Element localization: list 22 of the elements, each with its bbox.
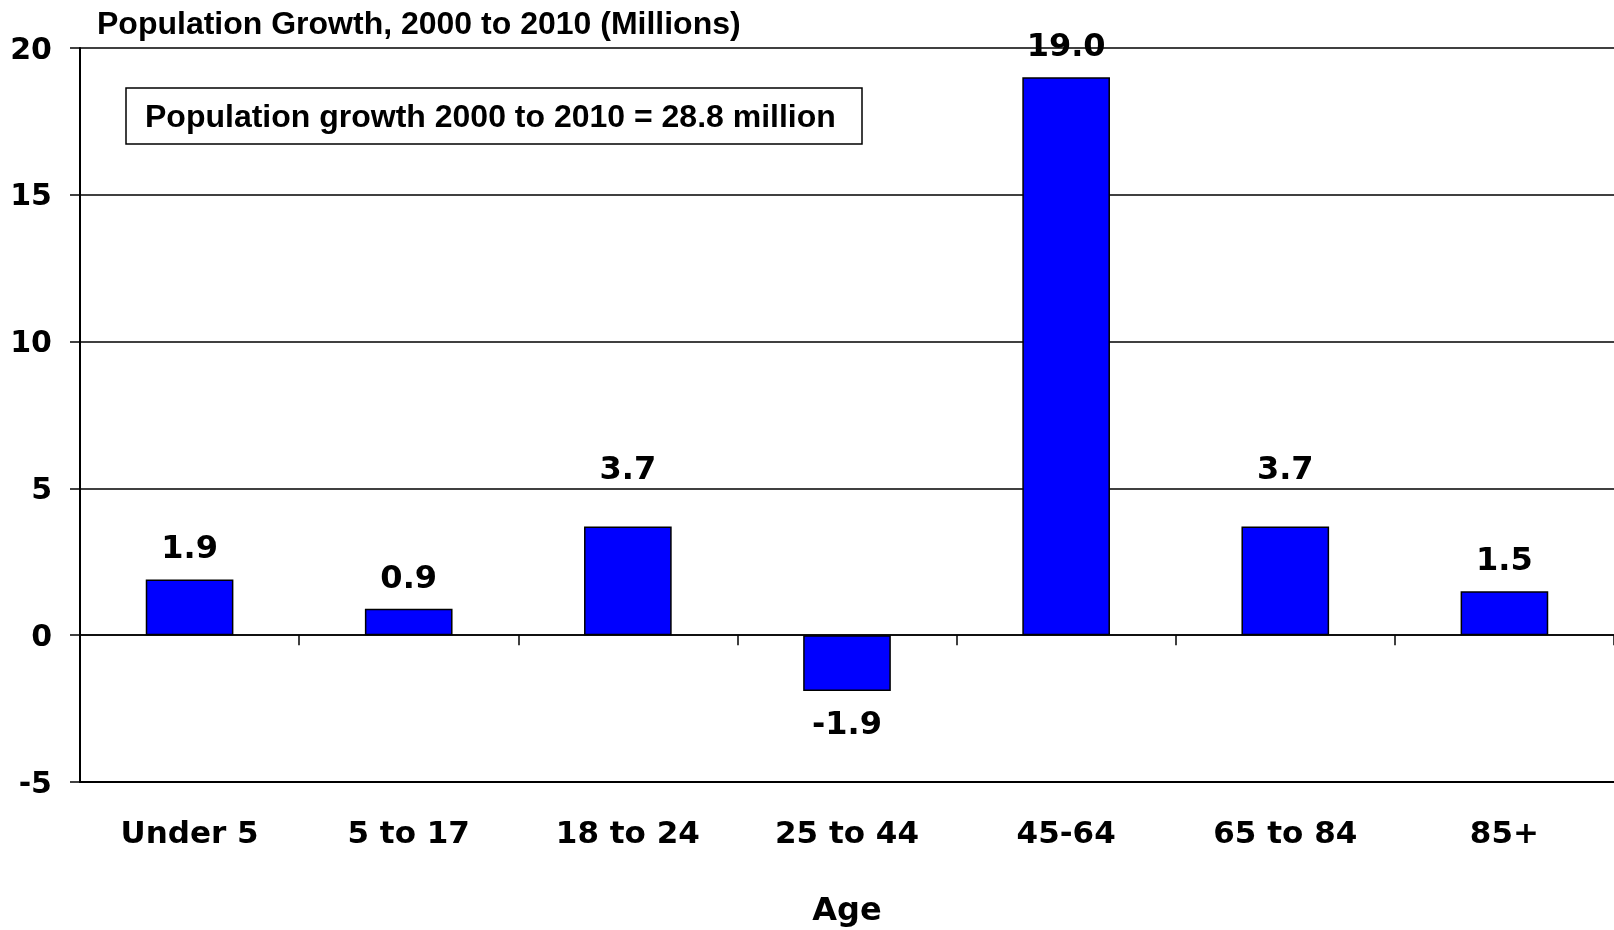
- x-tick-label: 5 to 17: [347, 813, 470, 850]
- data-label: 3.7: [599, 449, 657, 488]
- y-tick-label: 20: [10, 30, 52, 66]
- y-tick-label: 0: [31, 617, 52, 653]
- x-tick-label: 45-64: [1016, 813, 1116, 850]
- data-label: 1.5: [1476, 540, 1533, 579]
- chart-title: Population Growth, 2000 to 2010 (Millions): [97, 5, 741, 41]
- x-tick-label: Under 5: [120, 813, 259, 850]
- y-tick-label: 10: [10, 324, 52, 360]
- x-tick-label: 18 to 24: [555, 813, 700, 850]
- x-axis-title: Age: [812, 890, 882, 928]
- x-tick-label: 85+: [1469, 813, 1539, 850]
- data-label: 0.9: [380, 557, 438, 596]
- x-tick-label: 65 to 84: [1213, 813, 1358, 850]
- data-label: -1.9: [812, 703, 882, 742]
- data-label: 3.7: [1256, 449, 1314, 488]
- data-label: 1.9: [161, 528, 218, 567]
- annotation: Population growth 2000 to 2010 = 28.8 million: [145, 98, 836, 134]
- x-tick-label: 25 to 44: [775, 813, 919, 850]
- y-tick-label: 15: [10, 177, 52, 213]
- y-tick-label: -5: [18, 764, 52, 800]
- y-tick-label: 5: [31, 470, 52, 506]
